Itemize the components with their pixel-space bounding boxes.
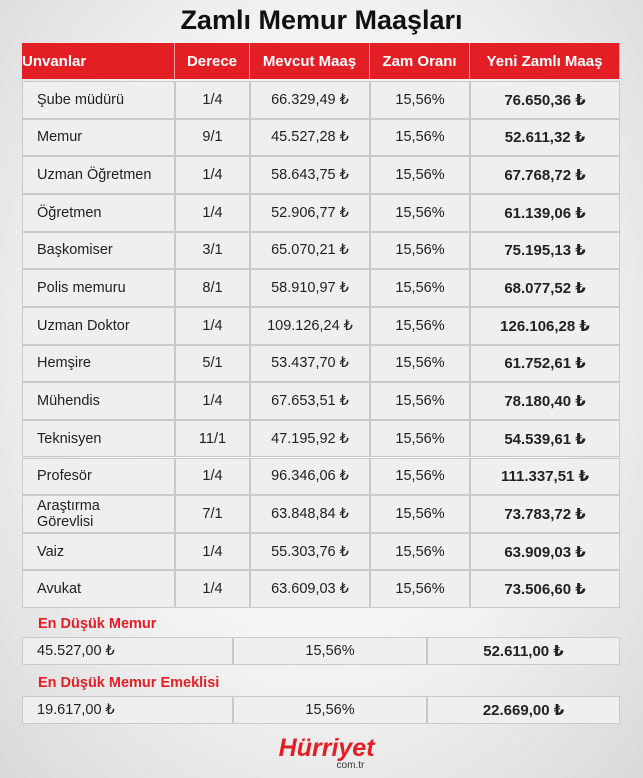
summary-cell: 52.611,00 ₺ bbox=[427, 637, 620, 665]
table-cell: 15,56% bbox=[370, 156, 470, 194]
table-cell: 11/1 bbox=[175, 419, 250, 458]
table-cell: 1/4 bbox=[175, 156, 250, 194]
table-cell: 15,56% bbox=[370, 231, 470, 270]
row-label: Şube müdürü bbox=[22, 81, 175, 119]
table-cell: 45.527,28 ₺ bbox=[250, 118, 370, 157]
table-cell: 1/4 bbox=[175, 382, 250, 420]
logo-name: Hürriyet bbox=[278, 733, 375, 762]
table-cell: 65.070,21 ₺ bbox=[250, 231, 370, 270]
table-cell: 67.768,72 ₺ bbox=[470, 156, 620, 194]
logo-domain: com.tr bbox=[336, 760, 365, 771]
table-cell: 52.611,32 ₺ bbox=[470, 118, 620, 157]
row-label: Öğretmen bbox=[22, 193, 175, 232]
summary-label: En Düşük Memur bbox=[38, 616, 157, 632]
table-cell: 78.180,40 ₺ bbox=[470, 382, 620, 420]
table-cell: 53.437,70 ₺ bbox=[250, 344, 370, 383]
table-cell: 1/4 bbox=[175, 306, 250, 345]
column-header: Derece bbox=[175, 43, 250, 79]
column-header: Yeni Zamlı Maaş bbox=[470, 43, 620, 79]
summary-cell: 15,56% bbox=[233, 696, 427, 724]
table-cell: 15,56% bbox=[370, 495, 470, 533]
table-cell: 61.139,06 ₺ bbox=[470, 193, 620, 232]
row-label: Profesör bbox=[22, 457, 175, 496]
table-cell: 73.783,72 ₺ bbox=[470, 495, 620, 533]
row-label: Vaiz bbox=[22, 532, 175, 571]
table-cell: 1/4 bbox=[175, 570, 250, 609]
row-label: Teknisyen bbox=[22, 419, 175, 458]
table-cell: 15,56% bbox=[370, 570, 470, 609]
table-cell: 126.106,28 ₺ bbox=[470, 306, 620, 345]
row-label: Başkomiser bbox=[22, 231, 175, 270]
table-cell: 96.346,06 ₺ bbox=[250, 457, 370, 496]
table-cell: 15,56% bbox=[370, 269, 470, 307]
table-cell: 63.609,03 ₺ bbox=[250, 570, 370, 609]
row-label: Araştırma Görevlisi bbox=[22, 495, 175, 533]
logo: Hürriyet com.tr bbox=[0, 733, 643, 772]
table-cell: 15,56% bbox=[370, 382, 470, 420]
table-cell: 9/1 bbox=[175, 118, 250, 157]
table-cell: 47.195,92 ₺ bbox=[250, 419, 370, 458]
table-cell: 8/1 bbox=[175, 269, 250, 307]
table-cell: 3/1 bbox=[175, 231, 250, 270]
table-cell: 15,56% bbox=[370, 344, 470, 383]
table-cell: 58.910,97 ₺ bbox=[250, 269, 370, 307]
row-label: Mühendis bbox=[22, 382, 175, 420]
row-label: Memur bbox=[22, 118, 175, 157]
table-cell: 52.906,77 ₺ bbox=[250, 193, 370, 232]
table-cell: 68.077,52 ₺ bbox=[470, 269, 620, 307]
table-cell: 58.643,75 ₺ bbox=[250, 156, 370, 194]
row-label: Polis memuru bbox=[22, 269, 175, 307]
table-cell: 55.303,76 ₺ bbox=[250, 532, 370, 571]
row-label: Avukat bbox=[22, 570, 175, 609]
row-label: Uzman Öğretmen bbox=[22, 156, 175, 194]
title: Zamlı Memur Maaşları bbox=[180, 4, 463, 35]
summary-label: En Düşük Memur Emeklisi bbox=[38, 675, 220, 691]
table-cell: 73.506,60 ₺ bbox=[470, 570, 620, 609]
table-cell: 1/4 bbox=[175, 457, 250, 496]
summary-cell: 19.617,00 ₺ bbox=[22, 696, 233, 724]
table-cell: 67.653,51 ₺ bbox=[250, 382, 370, 420]
summary-cell: 22.669,00 ₺ bbox=[427, 696, 620, 724]
table-cell: 15,56% bbox=[370, 193, 470, 232]
table-cell: 111.337,51 ₺ bbox=[470, 457, 620, 496]
table-cell: 1/4 bbox=[175, 193, 250, 232]
table-cell: 7/1 bbox=[175, 495, 250, 533]
summary-cell: 45.527,00 ₺ bbox=[22, 637, 233, 665]
table-cell: 1/4 bbox=[175, 532, 250, 571]
table-cell: 15,56% bbox=[370, 532, 470, 571]
table-cell: 1/4 bbox=[175, 81, 250, 119]
table-cell: 5/1 bbox=[175, 344, 250, 383]
summary-cell: 15,56% bbox=[233, 637, 427, 665]
column-header: Zam Oranı bbox=[370, 43, 470, 79]
row-label: Uzman Doktor bbox=[22, 306, 175, 345]
column-header: Mevcut Maaş bbox=[250, 43, 370, 79]
row-label: Hemşire bbox=[22, 344, 175, 383]
table-cell: 63.848,84 ₺ bbox=[250, 495, 370, 533]
table-cell: 15,56% bbox=[370, 457, 470, 496]
column-header: Unvanlar bbox=[22, 43, 175, 79]
table-cell: 15,56% bbox=[370, 306, 470, 345]
table-cell: 75.195,13 ₺ bbox=[470, 231, 620, 270]
table-cell: 15,56% bbox=[370, 81, 470, 119]
table-cell: 61.752,61 ₺ bbox=[470, 344, 620, 383]
table-cell: 15,56% bbox=[370, 419, 470, 458]
table-cell: 15,56% bbox=[370, 118, 470, 157]
table-cell: 109.126,24 ₺ bbox=[250, 306, 370, 345]
table-cell: 63.909,03 ₺ bbox=[470, 532, 620, 571]
table-cell: 66.329,49 ₺ bbox=[250, 81, 370, 119]
table-cell: 76.650,36 ₺ bbox=[470, 81, 620, 119]
table-cell: 54.539,61 ₺ bbox=[470, 419, 620, 458]
